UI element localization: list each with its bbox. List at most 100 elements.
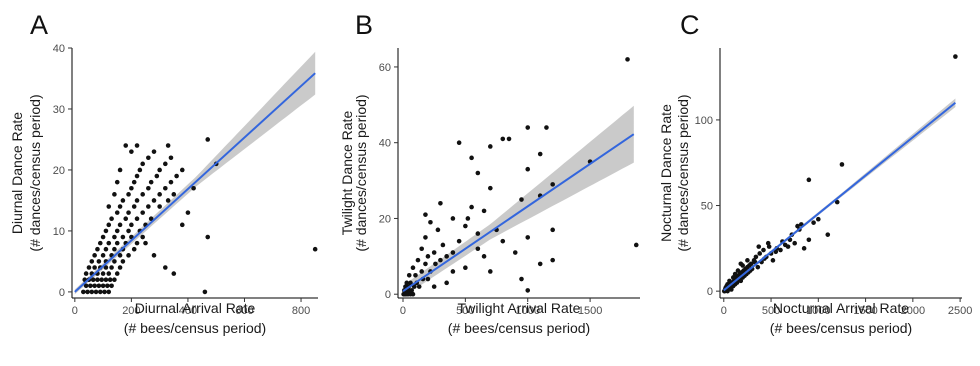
data-point: [450, 216, 456, 221]
data-point: [151, 149, 157, 154]
data-point: [419, 246, 425, 252]
data-point: [456, 238, 462, 244]
x-axis-title: Twilight Arrival Rate: [458, 300, 581, 316]
data-point: [755, 264, 761, 270]
regression-line: [723, 101, 957, 292]
data-point: [117, 222, 123, 228]
data-point: [81, 289, 86, 295]
data-point: [99, 277, 104, 283]
data-point: [88, 283, 93, 289]
data-point: [312, 246, 318, 252]
data-point: [168, 179, 174, 185]
confidence-band: [74, 51, 316, 295]
data-point: [157, 204, 162, 209]
y-axis-subtitle: (# dances/census period): [27, 94, 43, 251]
data-point: [123, 143, 129, 148]
x-tick-label: 2500: [948, 305, 972, 317]
data-point: [100, 253, 106, 258]
panel-letter: A: [30, 10, 48, 40]
data-point: [425, 254, 431, 259]
data-point: [525, 125, 531, 130]
panel-letter: B: [355, 10, 373, 40]
y-tick-label: 30: [53, 104, 65, 116]
data-point: [157, 167, 162, 173]
panel-b: B 0 500 1000 1500 0 20 40 60 Twilight Arrival Rat…: [339, 10, 640, 336]
data-point: [129, 149, 134, 154]
x-axis-title: Diurnal Arrival Rate: [135, 300, 256, 316]
data-point: [117, 204, 123, 209]
data-point: [431, 250, 437, 255]
data-point: [106, 289, 112, 295]
data-point: [450, 250, 456, 255]
x-tick-label: 200: [122, 305, 140, 317]
x-tick-label: 0: [721, 305, 727, 317]
data-point: [406, 272, 412, 278]
data-point: [83, 271, 89, 276]
data-point: [106, 271, 112, 276]
data-point: [114, 179, 120, 185]
x-axis-subtitle: (# bees/census period): [124, 320, 266, 336]
data-point: [117, 253, 123, 258]
data-point: [165, 198, 171, 203]
data-point: [792, 240, 797, 246]
data-point: [134, 143, 140, 148]
data-point: [525, 288, 531, 293]
x-tick-label: 500: [762, 305, 780, 317]
data-point: [415, 257, 421, 263]
data-point: [202, 289, 208, 295]
data-point: [488, 269, 493, 274]
data-point: [120, 198, 126, 203]
data-point: [90, 277, 96, 283]
data-point: [834, 199, 840, 205]
data-point: [756, 244, 762, 249]
data-point: [500, 238, 506, 244]
data-point: [735, 268, 741, 273]
data-point: [469, 204, 474, 210]
data-point: [129, 185, 134, 191]
data-point: [126, 253, 131, 258]
data-point: [83, 283, 89, 289]
data-point: [97, 289, 103, 295]
data-point: [174, 173, 179, 179]
data-point: [106, 222, 112, 228]
y-tick-label: 0: [385, 289, 391, 301]
data-point: [409, 288, 415, 293]
data-point: [165, 143, 171, 148]
y-tick-label: 40: [379, 138, 391, 150]
data-point: [795, 223, 800, 229]
data-point: [171, 271, 177, 276]
data-point: [114, 271, 120, 276]
data-point: [748, 261, 754, 267]
data-point: [550, 182, 555, 187]
data-point: [109, 283, 114, 289]
y-tick-label: 20: [53, 165, 65, 177]
data-point: [106, 204, 112, 209]
data-point: [806, 237, 812, 243]
data-point: [105, 283, 110, 289]
data-point: [481, 254, 487, 259]
data-point: [413, 272, 418, 278]
data-point: [107, 277, 113, 283]
data-point: [109, 216, 114, 222]
data-point: [633, 242, 639, 248]
y-tick-label: 0: [707, 286, 713, 298]
data-point: [131, 246, 137, 252]
data-point: [205, 234, 211, 240]
data-point: [440, 242, 446, 248]
y-axis-subtitle: (# dances/census period): [675, 94, 691, 251]
data-point: [475, 231, 481, 236]
data-point: [146, 204, 151, 209]
panel-letter: C: [680, 10, 700, 40]
data-point: [757, 251, 763, 256]
data-point: [151, 253, 157, 258]
y-axis-title: Diurnal Dance Rate: [9, 112, 25, 234]
data-point: [100, 283, 106, 289]
data-point: [537, 151, 543, 157]
data-point: [410, 291, 416, 297]
data-point: [103, 246, 109, 252]
data-point: [811, 220, 816, 225]
data-point: [740, 263, 745, 268]
y-tick-label: 50: [701, 201, 713, 213]
data-point: [102, 289, 107, 295]
data-point: [765, 240, 771, 246]
